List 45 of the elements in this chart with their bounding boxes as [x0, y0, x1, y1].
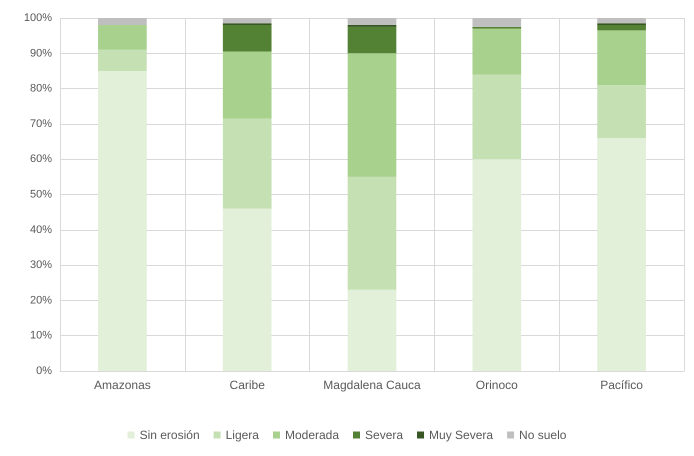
- y-tick-label: 60%: [30, 153, 52, 166]
- x-tick-label: Amazonas: [94, 378, 151, 392]
- bar: [348, 26, 396, 54]
- bar: [348, 18, 396, 26]
- bar: [98, 18, 147, 26]
- bar: [597, 85, 646, 138]
- bar: [472, 18, 522, 27]
- bar: [98, 50, 147, 71]
- legend-label: Ligera: [226, 428, 260, 442]
- bar: [472, 159, 522, 371]
- bar: [222, 118, 272, 209]
- bar: [597, 18, 646, 24]
- y-tick-label: 100%: [24, 12, 52, 24]
- y-tick-label: 80%: [30, 82, 52, 95]
- bar: [348, 290, 396, 371]
- x-tick-label: Caribe: [230, 378, 266, 392]
- legend-label: Moderada: [284, 428, 340, 442]
- bar: [222, 25, 272, 52]
- y-tick-label: 40%: [30, 224, 52, 236]
- bar: [597, 25, 646, 30]
- bar: [222, 18, 272, 24]
- legend-label: No suelo: [519, 428, 567, 442]
- bar: [597, 138, 646, 371]
- bar: [348, 176, 396, 290]
- x-tick-label: Orinoco: [476, 378, 518, 392]
- x-tick-label: Magdalena Cauca: [323, 378, 422, 392]
- bar: [472, 74, 522, 160]
- legend-label: Severa: [365, 428, 404, 442]
- x-tick-label: Pacífico: [600, 378, 644, 392]
- bar: [98, 25, 147, 50]
- bar: [348, 53, 396, 177]
- y-tick-label: 90%: [30, 47, 52, 60]
- bar: [222, 208, 272, 371]
- bar: [222, 52, 272, 119]
- bar: [472, 28, 522, 74]
- y-tick-label: 30%: [30, 259, 52, 272]
- y-tick-label: 0%: [36, 365, 52, 377]
- y-tick-label: 70%: [30, 118, 52, 130]
- bar: [597, 30, 646, 86]
- legend-label: Sin erosión: [140, 428, 200, 442]
- y-tick-label: 50%: [30, 188, 52, 200]
- y-tick-label: 10%: [30, 330, 52, 342]
- bar: [98, 70, 147, 371]
- legend-label: Muy Severa: [429, 428, 494, 442]
- y-tick-label: 20%: [30, 294, 52, 306]
